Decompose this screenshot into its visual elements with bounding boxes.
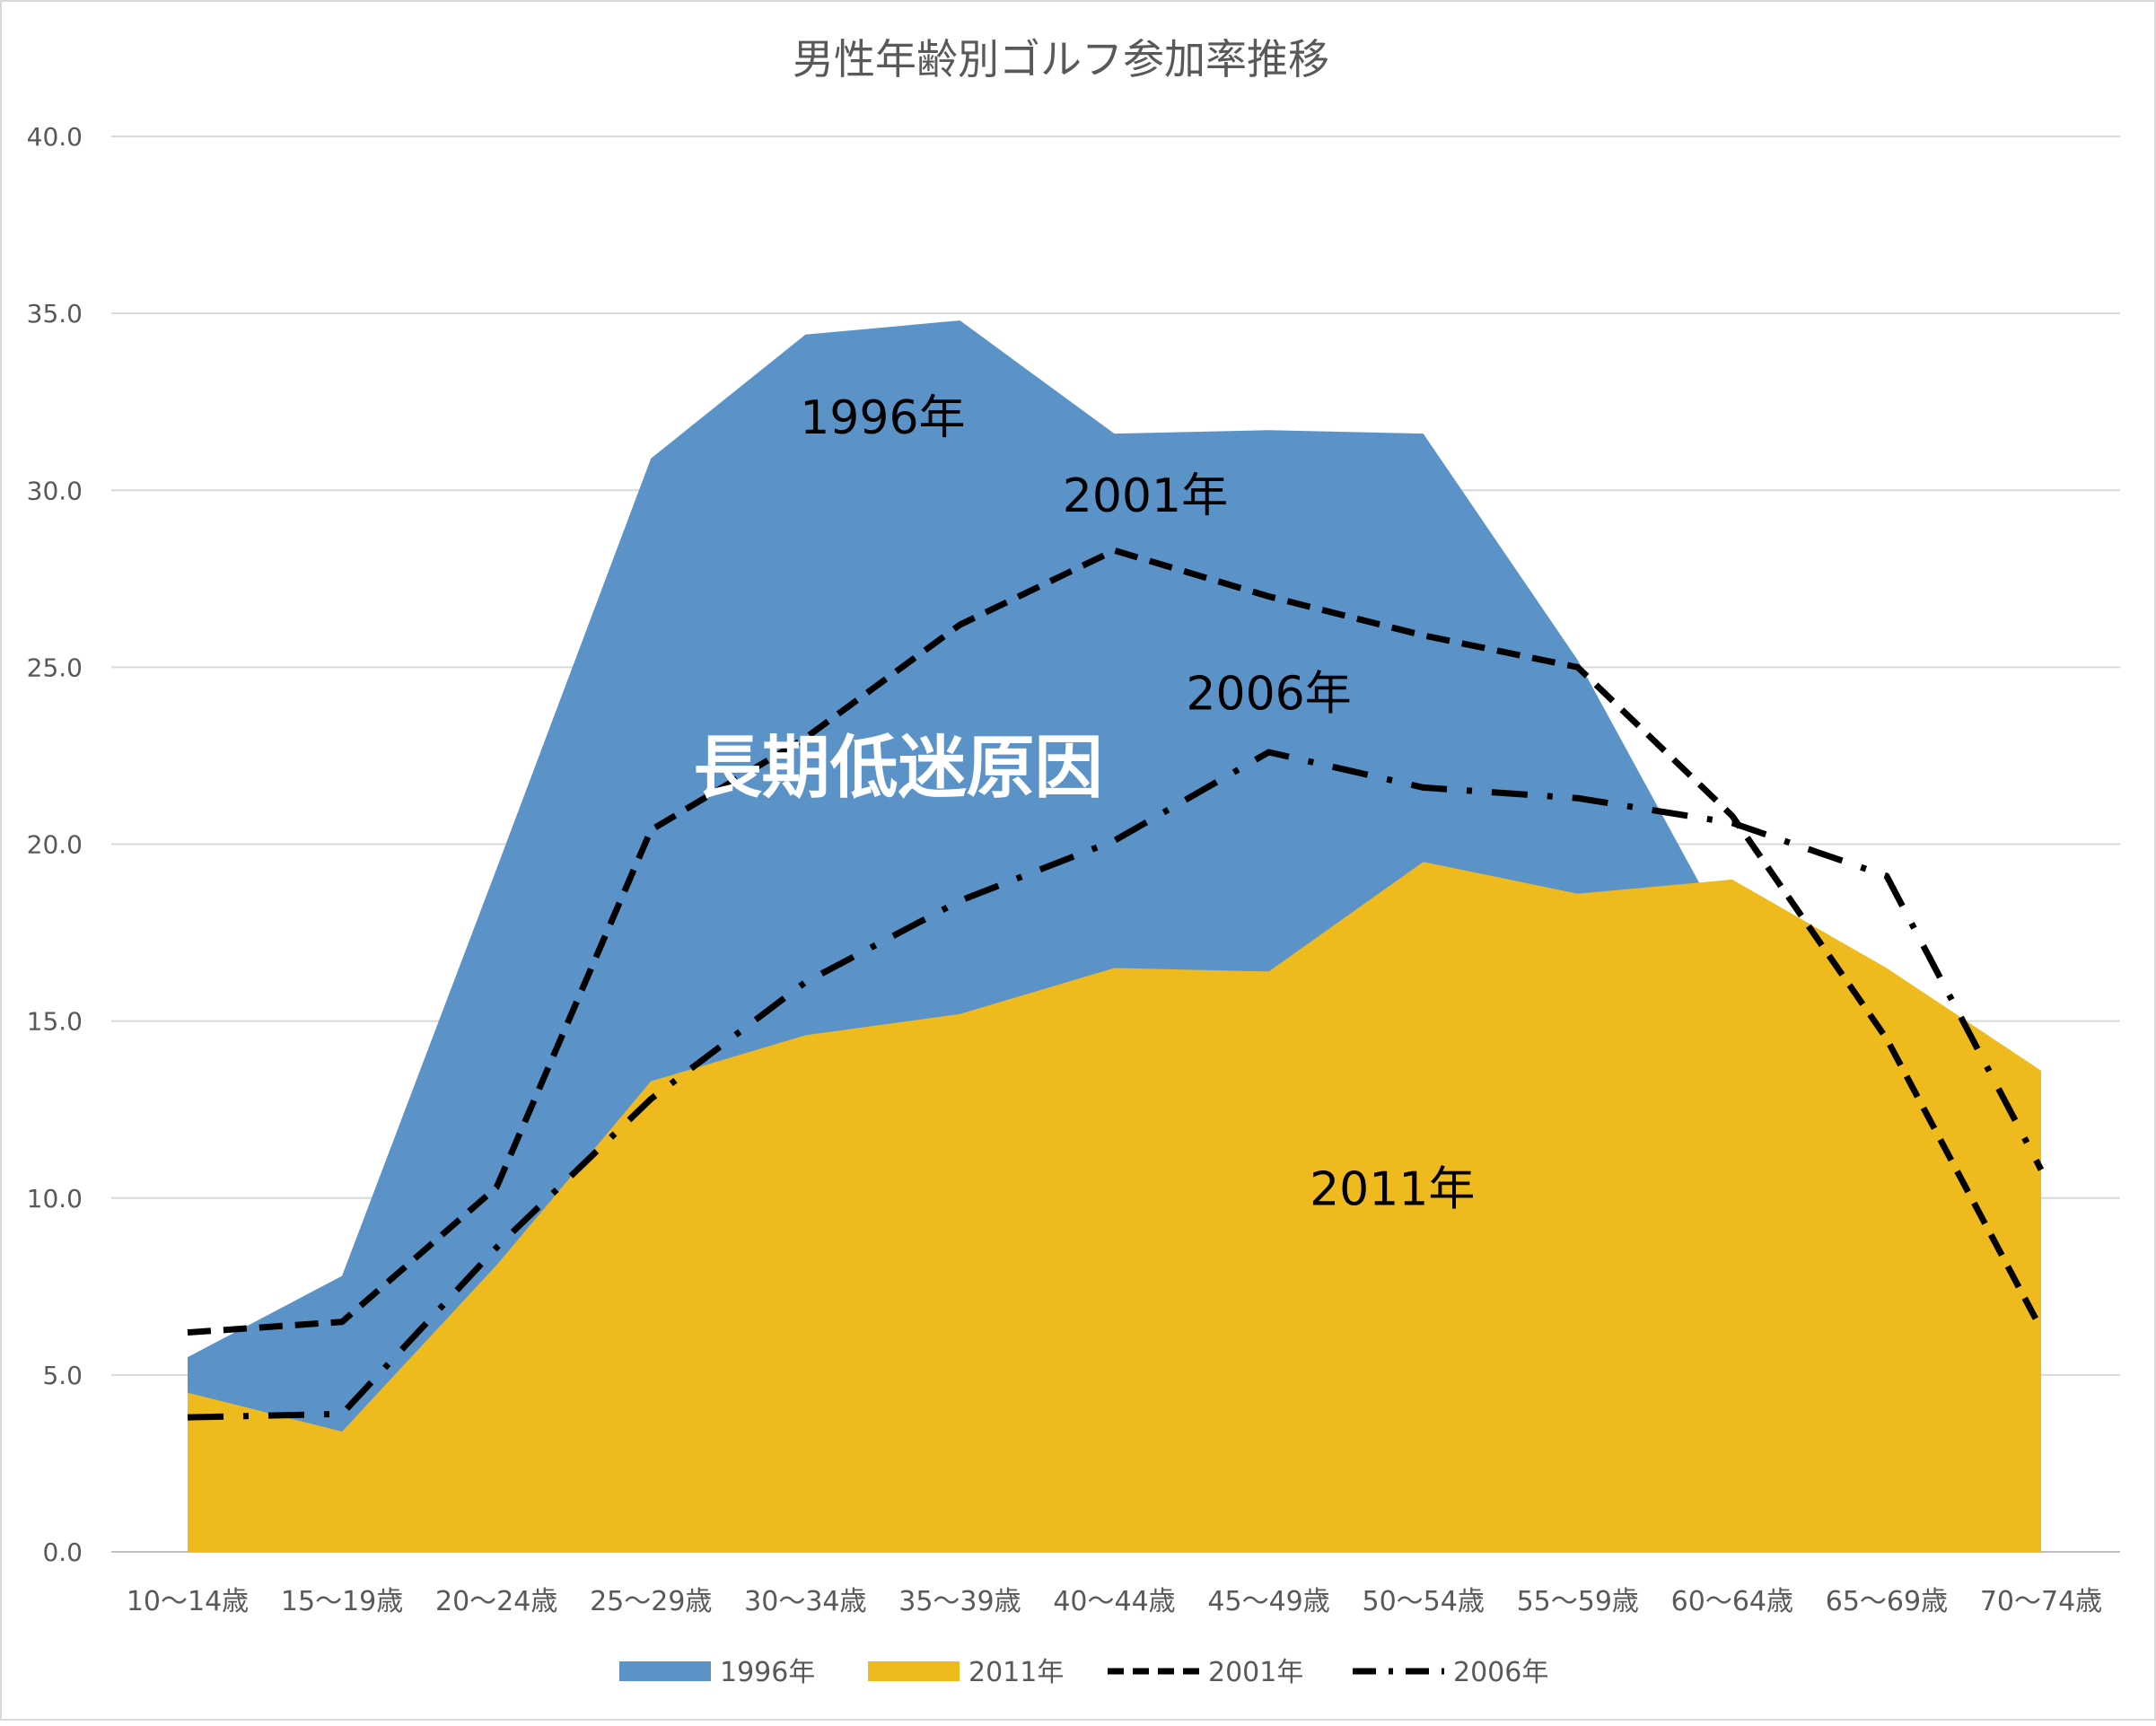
y-tick-label: 10.0 bbox=[27, 1184, 83, 1213]
y-tick-label: 30.0 bbox=[27, 476, 83, 505]
y-tick-label: 15.0 bbox=[27, 1007, 83, 1037]
y-tick-label: 20.0 bbox=[27, 830, 83, 860]
y-tick-label: 40.0 bbox=[27, 122, 83, 152]
legend-label: 2006年 bbox=[1453, 1657, 1548, 1688]
x-tick-label: 45～49歳 bbox=[1207, 1586, 1329, 1617]
x-tick-label: 10～14歳 bbox=[127, 1586, 249, 1617]
legend-swatch bbox=[619, 1661, 711, 1681]
label-2006: 2006年 bbox=[1186, 668, 1351, 722]
x-tick-label: 30～34歳 bbox=[744, 1586, 866, 1617]
x-tick-label: 15～19歳 bbox=[281, 1586, 403, 1617]
x-tick-label: 60～64歳 bbox=[1671, 1586, 1793, 1617]
x-tick-label: 40～44歳 bbox=[1053, 1586, 1175, 1617]
label-2001: 2001年 bbox=[1063, 469, 1228, 523]
legend-label: 2011年 bbox=[968, 1657, 1064, 1688]
x-tick-label: 55～59歳 bbox=[1517, 1586, 1639, 1617]
y-tick-label: 35.0 bbox=[27, 299, 83, 329]
label-cause: 長期低迷原因 bbox=[694, 727, 1103, 807]
y-axis-ticks: 0.0 5.0 10.0 15.0 20.0 25.0 30.0 35.0 40.0 bbox=[27, 122, 83, 1567]
x-tick-label: 25～29歳 bbox=[590, 1586, 712, 1617]
label-2011: 2011年 bbox=[1310, 1163, 1475, 1217]
x-tick-label: 50～54歳 bbox=[1362, 1586, 1484, 1617]
x-tick-label: 20～24歳 bbox=[435, 1586, 557, 1617]
x-tick-label: 70～74歳 bbox=[1980, 1586, 2102, 1617]
x-tick-label: 35～39歳 bbox=[898, 1586, 1021, 1617]
legend-swatch bbox=[868, 1661, 960, 1681]
y-tick-label: 5.0 bbox=[42, 1361, 83, 1390]
x-tick-label: 65～69歳 bbox=[1826, 1586, 1948, 1617]
label-1996: 1996年 bbox=[800, 391, 965, 445]
legend-label: 1996年 bbox=[720, 1657, 815, 1688]
legend-label: 2001年 bbox=[1208, 1657, 1303, 1688]
chart-title: 男性年齢別ゴルフ参加率推移 bbox=[793, 35, 1329, 83]
x-axis-ticks: 10～14歳 15～19歳 20～24歳 25～29歳 30～34歳 35～39歳 40～4… bbox=[127, 1586, 2102, 1617]
legend: 1996年 2011年 2001年 2006年 bbox=[619, 1657, 1548, 1688]
y-tick-label: 0.0 bbox=[42, 1538, 83, 1567]
y-tick-label: 25.0 bbox=[27, 653, 83, 682]
